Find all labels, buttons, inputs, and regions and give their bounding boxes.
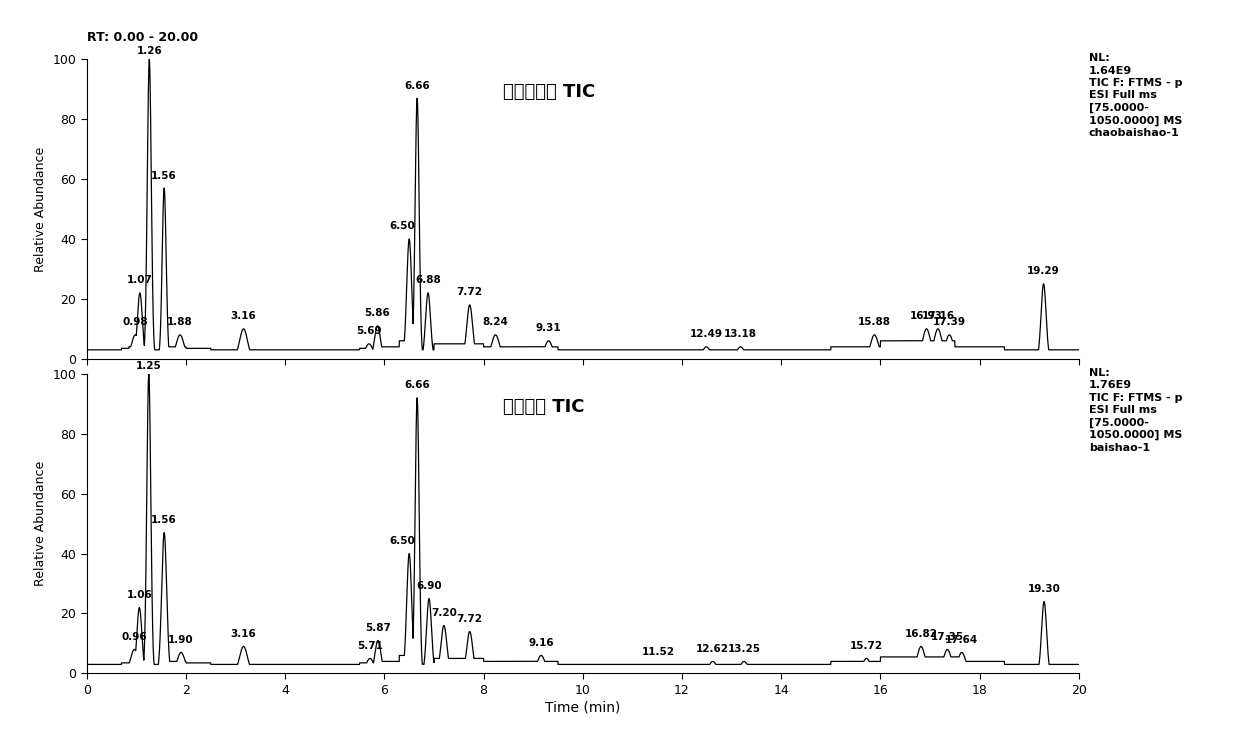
Text: 1.07: 1.07: [126, 275, 153, 286]
Text: 8.24: 8.24: [482, 317, 508, 327]
Text: 13.25: 13.25: [728, 644, 760, 654]
Text: 12.62: 12.62: [696, 644, 729, 654]
Text: 17.16: 17.16: [921, 312, 955, 321]
Text: 6.90: 6.90: [417, 581, 441, 591]
Text: 1.56: 1.56: [151, 515, 177, 525]
Text: 1.26: 1.26: [136, 46, 162, 56]
Text: 5.71: 5.71: [357, 641, 383, 651]
Text: 17.64: 17.64: [945, 635, 978, 645]
Text: 1.25: 1.25: [136, 361, 161, 371]
Text: RT: 0.00 - 20.00: RT: 0.00 - 20.00: [87, 31, 198, 44]
Text: 15.72: 15.72: [849, 641, 883, 651]
Text: 5.87: 5.87: [365, 623, 391, 633]
Text: 9.31: 9.31: [536, 323, 562, 333]
Text: 1.06: 1.06: [126, 590, 153, 600]
Text: 9.16: 9.16: [528, 638, 554, 648]
Text: 0.96: 0.96: [122, 632, 148, 642]
Text: 0.98: 0.98: [123, 317, 149, 327]
Text: 19.29: 19.29: [1027, 266, 1060, 277]
Text: 13.18: 13.18: [724, 329, 758, 340]
Text: 6.66: 6.66: [404, 380, 430, 390]
Text: 3.16: 3.16: [231, 629, 257, 639]
Text: 1.88: 1.88: [167, 317, 193, 327]
X-axis label: Time (min): Time (min): [546, 701, 620, 715]
Text: 15.88: 15.88: [858, 317, 892, 327]
Text: 11.52: 11.52: [641, 647, 675, 657]
Text: 3.16: 3.16: [231, 312, 257, 321]
Y-axis label: Relative Abundance: Relative Abundance: [33, 147, 47, 272]
Text: 17.39: 17.39: [932, 317, 966, 327]
Y-axis label: Relative Abundance: Relative Abundance: [33, 461, 47, 586]
Text: NL:
1.76E9
TIC F: FTMS - p
ESI Full ms
[75.0000-
1050.0000] MS
baishao-1: NL: 1.76E9 TIC F: FTMS - p ESI Full ms […: [1089, 368, 1182, 453]
Text: 6.50: 6.50: [389, 536, 414, 546]
Text: 6.66: 6.66: [404, 81, 430, 91]
Text: 5.86: 5.86: [365, 309, 391, 318]
Text: 5.69: 5.69: [356, 326, 382, 337]
Text: 熊硫白芍 TIC: 熊硫白芍 TIC: [503, 398, 585, 416]
Text: 12.49: 12.49: [689, 329, 723, 340]
Text: 7.20: 7.20: [432, 608, 456, 618]
Text: 19.30: 19.30: [1028, 584, 1060, 594]
Text: 1.56: 1.56: [151, 170, 177, 181]
Text: 6.50: 6.50: [389, 221, 414, 232]
Text: 16.93: 16.93: [910, 312, 942, 321]
Text: NL:
1.64E9
TIC F: FTMS - p
ESI Full ms
[75.0000-
1050.0000] MS
chaobaishao-1: NL: 1.64E9 TIC F: FTMS - p ESI Full ms […: [1089, 53, 1182, 138]
Text: 非熊硫白芍 TIC: 非熊硫白芍 TIC: [503, 83, 595, 101]
Text: 7.72: 7.72: [456, 614, 482, 624]
Text: 7.72: 7.72: [456, 287, 482, 297]
Text: 17.35: 17.35: [931, 632, 963, 642]
Text: 6.88: 6.88: [415, 275, 441, 286]
Text: 1.90: 1.90: [169, 635, 193, 645]
Text: 16.82: 16.82: [904, 629, 937, 639]
